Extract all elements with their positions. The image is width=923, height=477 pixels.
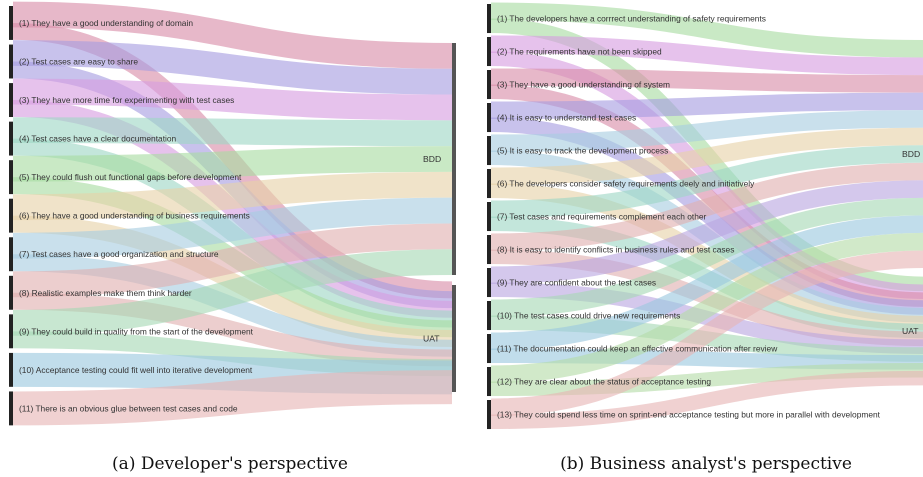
source-node-bar bbox=[9, 275, 13, 310]
source-node-bar bbox=[9, 391, 13, 426]
source-node-label: (6) The developers consider safety requi… bbox=[497, 179, 755, 189]
source-node-label: (11) There is an obvious glue between te… bbox=[19, 403, 238, 413]
source-node-bar bbox=[487, 169, 491, 199]
source-node-label: (4) It is easy to understand test cases bbox=[497, 113, 636, 123]
business-analyst-perspective-panel: (1) The developers have a corrrect under… bbox=[487, 2, 923, 430]
source-node-bar bbox=[487, 4, 491, 34]
source-node-bar bbox=[487, 400, 491, 430]
flow-link bbox=[490, 110, 923, 153]
target-node-bar bbox=[452, 43, 456, 275]
target-node-label-uat: UAT bbox=[902, 326, 919, 336]
source-node-label: (8) Realistic examples make them think h… bbox=[19, 288, 192, 298]
source-node-bar bbox=[487, 268, 491, 298]
source-node-bar bbox=[9, 6, 13, 40]
flow-link bbox=[12, 292, 453, 367]
source-node-bar bbox=[9, 352, 13, 387]
caption-business-analyst-perspective: (b) Business analyst's perspective bbox=[560, 454, 852, 474]
flow-link bbox=[490, 362, 923, 397]
flow-link bbox=[490, 232, 923, 384]
source-node-label: (2) The requirements have not been skipp… bbox=[497, 47, 662, 57]
flow-links bbox=[12, 1, 453, 426]
flow-link bbox=[12, 146, 453, 182]
source-node-label: (7) Test cases have a good organization … bbox=[19, 249, 219, 259]
source-node-bar bbox=[9, 198, 13, 233]
source-node-bar bbox=[9, 237, 13, 272]
flow-link bbox=[490, 35, 923, 76]
source-node-bar bbox=[487, 37, 491, 67]
source-node-label: (1) The developers have a corrrect under… bbox=[497, 14, 766, 24]
source-node-bar bbox=[487, 301, 491, 331]
flow-link bbox=[490, 348, 923, 370]
source-node-bar bbox=[487, 103, 491, 133]
flow-link bbox=[12, 117, 453, 147]
source-node-label: (9) They are confident about the test ca… bbox=[497, 278, 656, 288]
source-node-bar bbox=[487, 367, 491, 397]
source-node-label: (5) It is easy to track the development … bbox=[497, 146, 668, 156]
caption-developer-perspective: (a) Developer's perspective bbox=[112, 454, 348, 474]
source-node-label: (13) They could spend less time on sprin… bbox=[497, 410, 881, 420]
flow-link bbox=[490, 92, 923, 120]
flow-link bbox=[12, 249, 453, 336]
flow-link bbox=[12, 40, 453, 95]
target-node-bar bbox=[452, 285, 456, 392]
source-node-bar bbox=[487, 235, 491, 265]
flow-links bbox=[490, 2, 923, 430]
flow-link bbox=[490, 215, 923, 351]
flow-link bbox=[490, 370, 923, 430]
source-node-label: (7) Test cases and requirements compleme… bbox=[497, 212, 707, 222]
developer-perspective-panel: (1) They have a good understanding of do… bbox=[9, 1, 456, 426]
source-node-label: (6) They have a good understanding of bu… bbox=[19, 211, 250, 221]
flow-link bbox=[490, 197, 923, 318]
source-node-bar bbox=[487, 334, 491, 364]
flow-link bbox=[12, 78, 453, 121]
flow-link bbox=[490, 127, 923, 186]
target-node-label-uat: UAT bbox=[423, 334, 440, 344]
source-node-label: (5) They could flush out functional gaps… bbox=[19, 172, 242, 182]
source-node-bar bbox=[9, 314, 13, 349]
flow-link bbox=[490, 162, 923, 252]
target-node-label-bdd: BDD bbox=[423, 154, 441, 164]
source-node-bar bbox=[9, 121, 13, 156]
target-node-label-bdd: BDD bbox=[902, 149, 920, 159]
flow-link bbox=[490, 250, 923, 417]
source-node-label: (2) Test cases are easy to share bbox=[19, 57, 138, 67]
source-node-label: (10) The test cases could drive new requ… bbox=[497, 311, 680, 321]
flow-link bbox=[490, 145, 923, 219]
source-node-label: (8) It is easy to identify conflicts in … bbox=[497, 245, 734, 255]
flow-link bbox=[12, 1, 453, 69]
flow-link bbox=[490, 2, 923, 58]
source-node-bar bbox=[487, 202, 491, 232]
source-node-bar bbox=[487, 70, 491, 100]
flow-link bbox=[12, 223, 453, 298]
source-node-label: (10) Acceptance testing could fit well i… bbox=[19, 365, 253, 375]
flow-link bbox=[12, 370, 453, 426]
source-node-label: (1) They have a good understanding of do… bbox=[19, 18, 193, 28]
source-node-bar bbox=[9, 83, 13, 118]
source-node-label: (3) They have a good understanding of sy… bbox=[497, 80, 670, 90]
source-node-bar bbox=[9, 160, 13, 195]
source-node-label: (3) They have more time for experimentin… bbox=[19, 95, 234, 105]
flow-link bbox=[12, 171, 453, 221]
source-node-label: (9) They could build in quality from the… bbox=[19, 326, 254, 336]
flow-link bbox=[490, 68, 923, 93]
flow-link bbox=[12, 197, 453, 259]
flow-link bbox=[490, 180, 923, 285]
source-node-bar bbox=[487, 136, 491, 166]
source-node-label: (4) Test cases have a clear documentatio… bbox=[19, 134, 177, 144]
source-node-bar bbox=[9, 44, 13, 79]
source-node-label: (11) The documentation could keep an eff… bbox=[497, 344, 778, 354]
source-node-label: (12) They are clear about the status of … bbox=[497, 377, 711, 387]
